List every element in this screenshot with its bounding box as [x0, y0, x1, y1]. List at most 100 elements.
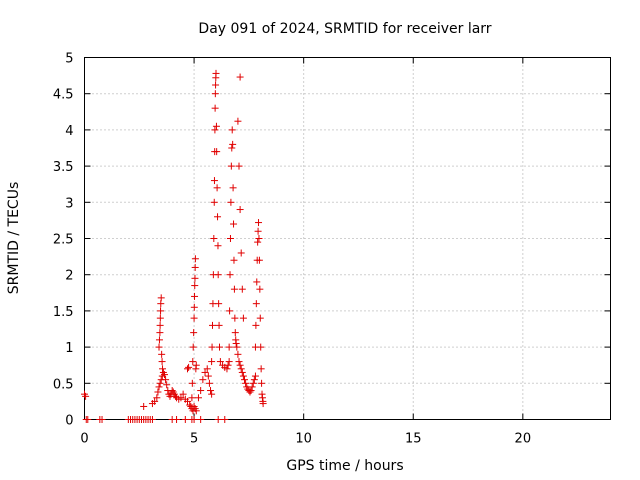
- data-point: [253, 278, 261, 286]
- data-point: [233, 343, 241, 351]
- data-point: [155, 336, 163, 344]
- x-tick-label: 20: [515, 432, 532, 447]
- data-point: [214, 271, 222, 279]
- data-point: [191, 263, 199, 271]
- data-point: [157, 307, 165, 315]
- data-point: [236, 361, 244, 369]
- data-point: [212, 122, 220, 130]
- data-point: [208, 321, 216, 329]
- data-point: [226, 235, 234, 242]
- data-point: [238, 285, 246, 293]
- data-point: [214, 242, 222, 250]
- y-tick-label: 2.5: [53, 233, 74, 248]
- data-point: [173, 416, 181, 423]
- data-point: [177, 394, 185, 402]
- data-point: [191, 292, 199, 300]
- data-point: [211, 90, 219, 98]
- data-point: [237, 365, 245, 373]
- data-point: [230, 285, 238, 293]
- data-point: [229, 140, 237, 148]
- data-point: [197, 387, 205, 395]
- data-point: [171, 392, 179, 400]
- chart-title: Day 091 of 2024, SRMTID for receiver lar…: [198, 21, 491, 37]
- data-point: [210, 198, 218, 206]
- data-point: [235, 162, 243, 170]
- data-point: [234, 350, 242, 358]
- data-point: [255, 219, 263, 227]
- data-point: [225, 358, 233, 366]
- data-point: [181, 416, 189, 423]
- data-point: [156, 314, 164, 322]
- data-point: [201, 368, 209, 376]
- data-point: [254, 238, 262, 246]
- plot-frame: [84, 57, 611, 420]
- data-point: [154, 388, 162, 396]
- data-point: [203, 365, 211, 373]
- data-point: [225, 343, 233, 351]
- data-point: [232, 339, 240, 347]
- data-point: [160, 371, 168, 379]
- data-point: [158, 350, 166, 358]
- data-point: [234, 117, 242, 125]
- x-tick-labels: 0 5 10 15 20: [80, 432, 531, 447]
- data-point: [204, 372, 212, 380]
- data-point: [190, 303, 198, 311]
- data-point: [214, 416, 222, 423]
- data-point: [231, 329, 239, 337]
- y-tick-label: 3: [65, 196, 73, 211]
- data-point: [255, 235, 263, 242]
- x-tick-label: 10: [295, 432, 312, 447]
- data-point: [257, 343, 265, 351]
- y-tick-label: 1.5: [53, 305, 74, 320]
- data-point: [156, 321, 164, 329]
- data-point: [190, 314, 198, 322]
- data-point: [228, 126, 236, 134]
- data-point: [208, 358, 216, 366]
- data-point: [151, 397, 159, 405]
- data-point: [163, 381, 171, 389]
- data-point: [252, 300, 260, 308]
- data-point: [199, 376, 207, 384]
- data-point: [84, 416, 92, 423]
- data-point: [197, 416, 205, 423]
- data-point: [226, 271, 234, 279]
- data-point: [227, 162, 235, 170]
- data-point: [210, 177, 218, 185]
- y-tick-labels: 0 0.5 1 1.5 2 2.5 3 3.5 4 4.5 5: [53, 52, 74, 429]
- data-point: [239, 314, 247, 322]
- y-tick-label: 2: [65, 269, 73, 284]
- data-point: [237, 249, 245, 257]
- y-tick-label: 0.5: [53, 377, 74, 392]
- data-point: [215, 300, 223, 308]
- data-point: [207, 387, 215, 395]
- data-point: [255, 256, 263, 264]
- data-point: [256, 314, 264, 322]
- data-point: [238, 368, 246, 376]
- y-tick-label: 0: [65, 414, 73, 429]
- data-point: [230, 220, 238, 228]
- y-tick-label: 4: [65, 124, 73, 139]
- data-point: [159, 365, 167, 373]
- data-point: [192, 361, 200, 369]
- data-point: [189, 343, 197, 351]
- data-point: [236, 206, 244, 214]
- data-point: [227, 198, 235, 206]
- data-point: [191, 274, 199, 282]
- data-point: [155, 343, 163, 351]
- data-point: [205, 379, 213, 387]
- data-point: [140, 402, 148, 410]
- data-point: [148, 416, 156, 423]
- data-point: [235, 358, 243, 366]
- data-point: [258, 379, 266, 387]
- data-point: [189, 358, 197, 366]
- y-tick-label: 5: [65, 52, 73, 67]
- data-point: [190, 329, 198, 337]
- x-tick-label: 5: [190, 432, 198, 447]
- y-tick-label: 3.5: [53, 160, 74, 175]
- data-point: [156, 329, 164, 337]
- data-point: [168, 387, 176, 395]
- data-point: [157, 294, 165, 302]
- data-point: [184, 365, 192, 373]
- data-point: [236, 73, 244, 81]
